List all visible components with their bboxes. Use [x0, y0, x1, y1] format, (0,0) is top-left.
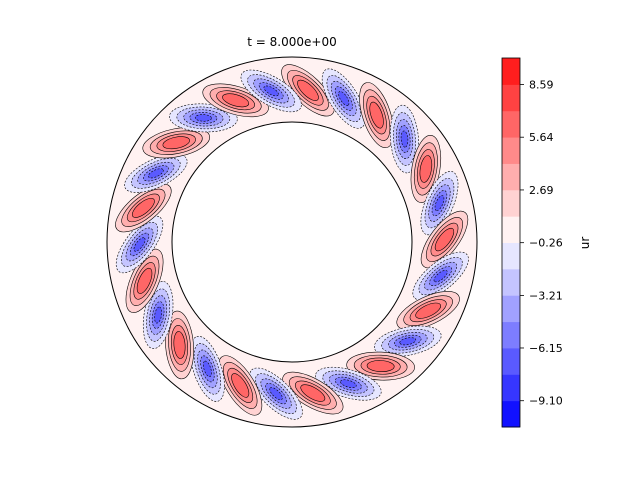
- colorbar-tick-label: 5.64: [529, 131, 554, 144]
- negative-cell: [169, 103, 238, 133]
- colorbar-band: [502, 242, 520, 270]
- contour-level: [131, 197, 155, 218]
- colorbar-tick-label: −3.21: [529, 289, 563, 302]
- colorbar-band: [502, 110, 520, 138]
- colorbar-band: [502, 189, 520, 217]
- colorbar-label: ur: [578, 237, 592, 250]
- contour-level: [366, 360, 395, 373]
- negative-cell: [240, 69, 302, 113]
- contour-level: [340, 379, 357, 388]
- contour-level: [173, 331, 186, 359]
- colorbar-band: [502, 163, 520, 191]
- colorbar-band: [502, 216, 520, 243]
- positive-cell: [125, 248, 164, 313]
- contour-level: [194, 114, 212, 122]
- negative-cell: [315, 366, 382, 401]
- contour-level: [400, 130, 409, 148]
- contour-level: [269, 387, 283, 401]
- colorbar-band: [502, 268, 520, 296]
- colorbar-band: [502, 400, 520, 428]
- outer-boundary: [106, 56, 478, 428]
- positive-cell: [281, 64, 335, 117]
- colorbar-band: [502, 58, 520, 85]
- contour-level: [434, 195, 445, 212]
- colorbar: 8.59 5.64 2.69 −0.26 −3.21 −6.15 −9.10 ur: [501, 57, 592, 428]
- positive-cell: [282, 371, 344, 415]
- colorbar-band: [502, 137, 520, 164]
- negative-cell: [190, 336, 225, 402]
- colorbar-bands: [502, 58, 520, 428]
- contour-level: [203, 360, 212, 377]
- negative-cell: [249, 367, 303, 420]
- contour-level: [369, 101, 384, 129]
- negative-cell: [115, 215, 164, 274]
- negative-cell: [389, 104, 420, 174]
- negative-cell: [374, 325, 442, 357]
- contour-level: [136, 267, 153, 294]
- plot-area: [106, 56, 478, 428]
- inner-hole: [172, 122, 412, 362]
- contour-level: [231, 373, 250, 398]
- colorbar-band: [502, 321, 520, 349]
- positive-cell: [359, 82, 394, 148]
- colorbar-tick-label: −9.10: [529, 395, 563, 408]
- positive-cell: [164, 310, 195, 380]
- colorbar-ticks: 8.59 5.64 2.69 −0.26 −3.21 −6.15 −9.10: [520, 78, 563, 408]
- negative-cell: [420, 171, 459, 236]
- inner-boundary: [171, 121, 413, 363]
- contour-level: [419, 155, 433, 183]
- negative-cell: [124, 153, 188, 193]
- chart-title: t = 8.000e+00: [247, 35, 336, 49]
- contour-cells: [115, 64, 469, 420]
- positive-cell: [142, 127, 210, 159]
- contour-level: [415, 302, 441, 319]
- positive-cell: [115, 183, 172, 233]
- positive-cell: [218, 355, 263, 416]
- colorbar-band: [502, 295, 520, 323]
- colorbar-band: [502, 84, 520, 112]
- contour-level: [263, 85, 279, 97]
- colorbar-band: [502, 347, 520, 375]
- colorbar-tick-label: −0.26: [529, 237, 563, 250]
- contour-level: [297, 79, 319, 101]
- contour-level: [162, 136, 190, 150]
- colorbar-tick-label: −6.15: [529, 342, 563, 355]
- positive-cell: [420, 210, 469, 269]
- contour-level: [433, 270, 448, 283]
- contour-level: [222, 93, 250, 108]
- positive-cell: [346, 351, 415, 381]
- contour-level: [300, 384, 326, 402]
- colorbar-tick-label: 8.59: [529, 78, 554, 91]
- contour-level: [148, 168, 164, 179]
- contour-level: [434, 227, 455, 252]
- colorbar-band: [502, 374, 520, 402]
- positive-cell: [396, 291, 460, 331]
- negative-cell: [412, 251, 469, 301]
- colorbar-tick-label: 2.69: [529, 184, 554, 197]
